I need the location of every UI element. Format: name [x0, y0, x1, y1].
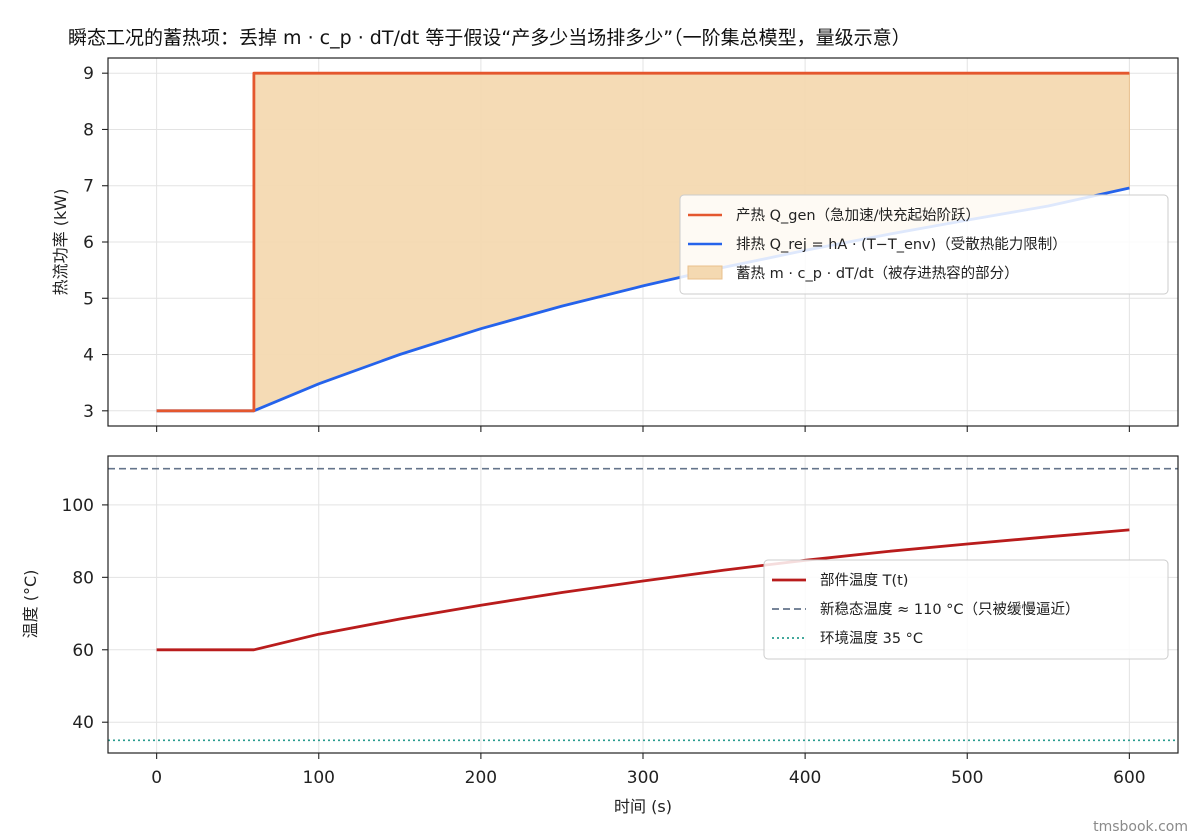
temperature-y-axis-label: 温度 (°C) — [21, 570, 40, 639]
power-legend-swatch — [687, 265, 723, 280]
watermark: tmsbook.com — [1093, 819, 1188, 835]
power-chart-panel: 3 4 5 6 7 8 9 热流功率 (kW) 产热 Q_gen（急加速/快充起始阶跃） 排热… — [51, 57, 1179, 432]
heat-generation-line — [156, 71, 1130, 413]
temperature-x-tick-label: 500 — [951, 768, 983, 788]
temperature-series-layer — [108, 467, 1178, 742]
temperature-y-tick-label: 60 — [72, 641, 94, 661]
temperature-y-tick-label: 80 — [72, 568, 94, 588]
power-legend-label: 排热 Q_rej = hA · (T−T_env)（受散热能力限制） — [736, 236, 1067, 253]
power-legend-label: 蓄热 m · c_p · dT/dt（被存进热容的部分） — [736, 265, 1019, 282]
power-y-tick-label: 7 — [83, 177, 94, 197]
temperature-x-tick-label: 600 — [1113, 768, 1145, 788]
power-y-axis-label: 热流功率 (kW) — [51, 189, 70, 296]
power-y-tick-label: 6 — [83, 233, 94, 253]
power-legend-box — [679, 194, 1169, 295]
figure-title: 瞬态工况的蓄热项：丢掉 m · c_p · dT/dt 等于假设“产多少当场排多… — [68, 27, 911, 49]
temperature-chart-panel: 0 100 200 300 400 500 600 40 60 80 100 温度 (°C) 时间 … — [21, 455, 1179, 816]
power-y-tick-label: 9 — [83, 64, 94, 84]
power-ticks: 3 4 5 6 7 8 9 — [83, 64, 1130, 432]
temperature-x-tick-label: 100 — [303, 768, 335, 788]
component-temperature-line — [156, 528, 1130, 652]
temperature-x-tick-label: 0 — [151, 768, 162, 788]
power-y-tick-label: 3 — [83, 402, 94, 422]
power-y-tick-label: 5 — [83, 289, 94, 309]
temperature-x-tick-label: 300 — [627, 768, 659, 788]
power-legend: 产热 Q_gen（急加速/快充起始阶跃） 排热 Q_rej = hA · (T−T… — [679, 194, 1169, 295]
power-y-tick-label: 8 — [83, 120, 94, 140]
temperature-legend-label: 新稳态温度 ≈ 110 °C（只被缓慢逼近） — [820, 601, 1080, 618]
temperature-legend-label: 部件温度 T(t) — [820, 572, 908, 589]
power-y-tick-label: 4 — [83, 346, 94, 366]
time-x-axis-label: 时间 (s) — [614, 797, 672, 816]
temperature-legend-box — [763, 559, 1169, 660]
temperature-grid — [108, 456, 1178, 753]
temperature-x-tick-label: 400 — [789, 768, 821, 788]
temperature-legend: 部件温度 T(t) 新稳态温度 ≈ 110 °C（只被缓慢逼近） 环境温度 35 °… — [763, 559, 1169, 660]
temperature-x-tick-label: 200 — [465, 768, 497, 788]
temperature-legend-label: 环境温度 35 °C — [820, 629, 923, 647]
power-legend-label: 产热 Q_gen（急加速/快充起始阶跃） — [736, 207, 980, 224]
temperature-y-tick-label: 100 — [62, 496, 94, 516]
temperature-ticks: 0 100 200 300 400 500 600 40 60 80 100 — [62, 496, 1146, 788]
temperature-y-tick-label: 40 — [72, 713, 94, 733]
